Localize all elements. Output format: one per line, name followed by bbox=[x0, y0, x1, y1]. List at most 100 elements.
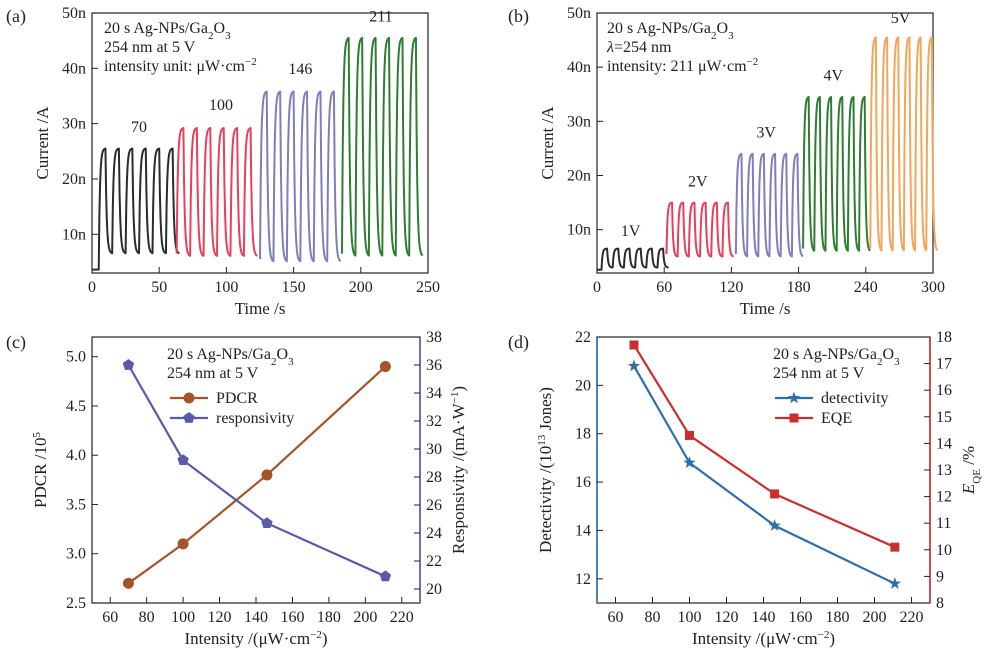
series-100-line bbox=[175, 127, 258, 257]
y-axis-label: Current /A bbox=[538, 106, 557, 180]
x-tick-label: 60 bbox=[608, 609, 624, 626]
x-axis-label: Time /s bbox=[235, 299, 286, 318]
y-tick-label: 5.0 bbox=[66, 349, 86, 366]
series-responsivity-point bbox=[122, 359, 135, 370]
series-PDCR-point bbox=[261, 469, 273, 481]
x-tick-label: 60 bbox=[656, 279, 672, 296]
annotation-part: 254 nm at 5 V bbox=[104, 39, 196, 56]
y2-axis-label-sup: −1 bbox=[449, 392, 461, 404]
series-detectivity-point bbox=[768, 519, 781, 531]
y2-tick-label: 28 bbox=[426, 469, 442, 486]
y2-axis-label: EQE /% bbox=[959, 446, 983, 495]
x-axis-label-sup: −2 bbox=[818, 629, 830, 641]
annotation-text: intensity: 211 μW·cm−2 bbox=[607, 56, 758, 75]
y2-tick-label: 15 bbox=[936, 409, 952, 426]
y-tick-label: 50n bbox=[62, 5, 86, 22]
y-tick-label: 4.5 bbox=[66, 398, 86, 415]
x-axis-label-end: ) bbox=[829, 629, 835, 648]
x-tick-label: 60 bbox=[102, 609, 118, 626]
series-PDCR-point bbox=[122, 577, 134, 589]
x-tick-label: 100 bbox=[678, 609, 702, 626]
series-EQE-point bbox=[685, 430, 694, 440]
y2-tick-label: 32 bbox=[426, 413, 442, 430]
annotation-part: λ bbox=[606, 39, 614, 56]
annotation-part: −2 bbox=[747, 56, 759, 68]
y-tick-label: 50n bbox=[567, 5, 591, 22]
y-tick-label: 3.5 bbox=[66, 496, 86, 513]
y2-tick-label: 10 bbox=[936, 542, 952, 559]
y2-tick-label: 17 bbox=[936, 356, 952, 373]
series-EQE-line bbox=[633, 344, 896, 549]
y2-tick-label: 11 bbox=[936, 515, 951, 532]
x-tick-label: 250 bbox=[416, 279, 440, 296]
series-146-line bbox=[259, 90, 342, 263]
y-tick-label: 22 bbox=[575, 329, 591, 346]
series-detectivity-point bbox=[888, 577, 902, 589]
x-tick-label: 200 bbox=[353, 609, 377, 626]
annotation-text: 20 s Ag-NPs/Ga2O3 bbox=[773, 346, 900, 368]
annotation-part: 254 nm at 5 V bbox=[167, 365, 259, 382]
panel-a: 0 50 100 150 200 250 10n 20n 30n 40n 50n (a) Time /s… bbox=[6, 5, 440, 318]
legend-label-EQE: EQE bbox=[821, 410, 852, 427]
x-axis-label-end: ) bbox=[322, 629, 328, 648]
x-tick-label: 120 bbox=[719, 279, 743, 296]
y2-tick-label: 9 bbox=[936, 568, 944, 585]
annotation-part: O bbox=[883, 346, 895, 363]
series-responsivity-point bbox=[261, 517, 273, 529]
y2-axis-label-main: Responsivity /(mA·W bbox=[449, 402, 468, 554]
series-EQE-point bbox=[890, 542, 900, 552]
legend-label-PDCR: PDCR bbox=[216, 390, 258, 407]
annotation-text: 254 nm at 5 V bbox=[773, 365, 865, 382]
y2-tick-label: 14 bbox=[936, 435, 952, 452]
y-tick-label: 14 bbox=[575, 522, 591, 539]
y2-tick-label: 36 bbox=[426, 357, 442, 374]
series-PDCR-point bbox=[177, 538, 189, 550]
x-axis-label-main: Intensity /(μW·cm bbox=[692, 629, 818, 648]
series-label-1V: 1V bbox=[621, 223, 641, 240]
y2-tick-label: 26 bbox=[426, 497, 442, 514]
y-axis-label: PDCR /105 bbox=[31, 432, 50, 508]
legend-label-responsivity: responsivity bbox=[216, 410, 294, 427]
x-axis-label-sup: −2 bbox=[310, 629, 322, 641]
plot-frame bbox=[596, 336, 931, 604]
panel-label: (d) bbox=[508, 332, 529, 353]
panel-c: 60 80 100 120 140 160 180 200 2202.53.03.54.04.5… bbox=[6, 329, 468, 648]
y2-tick-label: 34 bbox=[426, 385, 442, 402]
y-tick-label: 12 bbox=[575, 571, 591, 588]
series-2V-line bbox=[665, 201, 735, 258]
y2-axis-label-end: ) bbox=[449, 386, 468, 392]
panel-label: (a) bbox=[6, 6, 26, 27]
series-responsivity-line bbox=[127, 364, 386, 578]
annotation-part: 20 s Ag-NPs/Ga bbox=[773, 346, 877, 363]
series-label-70: 70 bbox=[131, 119, 147, 136]
x-tick-label: 300 bbox=[921, 279, 945, 296]
y-tick-label: 10n bbox=[567, 222, 591, 239]
series-label-5V: 5V bbox=[891, 10, 911, 27]
series-label-4V: 4V bbox=[824, 68, 844, 85]
series-label-146: 146 bbox=[288, 61, 312, 78]
x-tick-label: 160 bbox=[789, 609, 813, 626]
series-211-line bbox=[340, 36, 424, 257]
annotation-text: intensity unit: μW·cm−2 bbox=[104, 56, 257, 75]
x-tick-label: 80 bbox=[645, 609, 661, 626]
series-detectivity-line bbox=[633, 365, 896, 585]
x-tick-label: 220 bbox=[900, 609, 924, 626]
x-tick-label: 140 bbox=[244, 609, 268, 626]
annotation-part: 20 s Ag-NPs/Ga bbox=[607, 20, 711, 37]
series-responsivity-point bbox=[379, 570, 392, 582]
x-tick-label: 0 bbox=[88, 279, 96, 296]
x-tick-label: 140 bbox=[752, 609, 776, 626]
x-tick-label: 180 bbox=[787, 279, 811, 296]
annotation-part: 3 bbox=[225, 30, 231, 42]
annotation-text: 20 s Ag-NPs/Ga2O3 bbox=[167, 346, 294, 368]
legend-label-detectivity: detectivity bbox=[821, 390, 889, 407]
y-tick-label: 20n bbox=[567, 168, 591, 185]
series-label-211: 211 bbox=[369, 8, 392, 25]
y-tick-label: 18 bbox=[575, 426, 591, 443]
annotation-part: 3 bbox=[894, 356, 900, 368]
x-tick-label: 100 bbox=[171, 609, 195, 626]
y-axis-label: Detectivity /(1013 Jones) bbox=[536, 387, 555, 553]
y-tick-label: 20n bbox=[62, 171, 86, 188]
series-PDCR-line bbox=[127, 365, 387, 585]
